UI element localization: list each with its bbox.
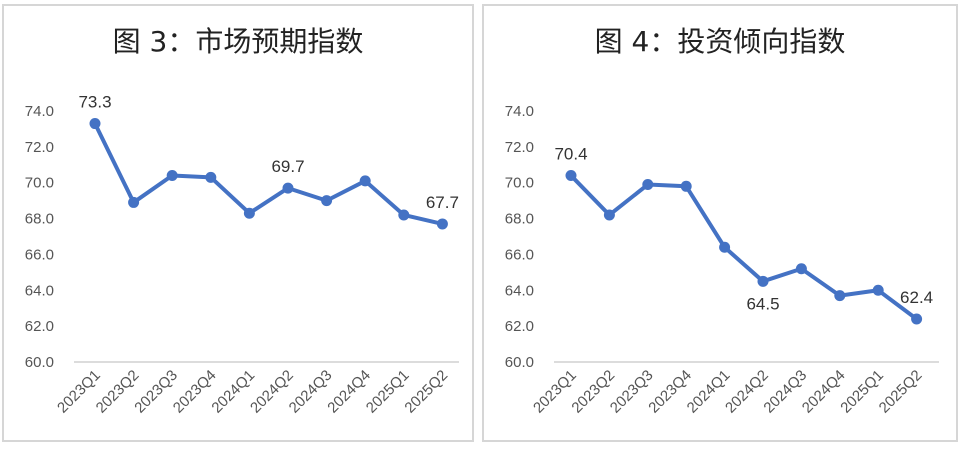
data-label: 73.3 [78,93,111,112]
x-tick-label: 2025Q2 [876,367,926,417]
data-point [89,118,101,130]
data-point [436,218,448,230]
data-label: 62.4 [900,288,933,307]
data-point [795,263,807,275]
y-tick-label: 64.0 [25,282,54,299]
chart-panel-investment-tendency: 图 4：投资倾向指数 60.0 62.0 64.0 66.0 68.0 70.0 72.0 7… [482,4,958,442]
series-line [93,121,445,226]
data-point [398,209,410,221]
data-point [719,241,731,253]
y-tick-label: 66.0 [505,246,534,263]
y-tick-label: 60.0 [505,354,534,371]
y-tick-label: 68.0 [25,211,54,228]
y-tick-label: 70.0 [505,175,534,192]
y-tick-label: 68.0 [505,211,534,228]
y-tick-label: 66.0 [25,246,54,263]
series-line [569,173,919,321]
chart-title: 图 4：投资倾向指数 [594,25,846,58]
data-point [205,171,217,183]
y-tick-label: 74.0 [25,103,54,120]
data-point [321,195,333,207]
y-tick-label: 62.0 [505,318,534,335]
y-tick-label: 74.0 [505,103,534,120]
chart-plot-area: 60.062.064.066.068.070.072.074.02023Q120… [25,93,459,417]
data-point [757,275,769,287]
data-point [282,182,294,194]
chart-title: 图 3：市场预期指数 [112,25,364,58]
data-label: 67.7 [426,193,459,212]
y-tick-label: 72.0 [505,139,534,156]
data-point [359,175,371,187]
data-point [872,284,884,296]
data-point [243,207,255,219]
data-point [680,180,692,192]
data-point [128,196,140,208]
data-point [603,209,615,221]
y-tick-label: 64.0 [505,282,534,299]
data-point [642,179,654,191]
x-tick-label: 2025Q2 [401,367,451,417]
chart-plot-area: 60.062.064.066.068.070.072.074.02023Q120… [505,103,939,417]
y-tick-label: 70.0 [25,175,54,192]
y-tick-label: 62.0 [25,318,54,335]
y-tick-label: 60.0 [25,354,54,371]
y-tick-label: 72.0 [25,139,54,156]
data-label: 69.7 [271,157,304,176]
data-label: 70.4 [554,145,587,164]
chart-panel-market-expectation: 图 3：市场预期指数 60.0 62.0 64.0 66.0 68.0 70.0 72.0 7… [2,4,474,442]
data-point [166,170,178,182]
data-label: 64.5 [746,294,779,313]
data-point [911,313,923,325]
data-point [834,290,846,302]
data-point [565,170,577,182]
